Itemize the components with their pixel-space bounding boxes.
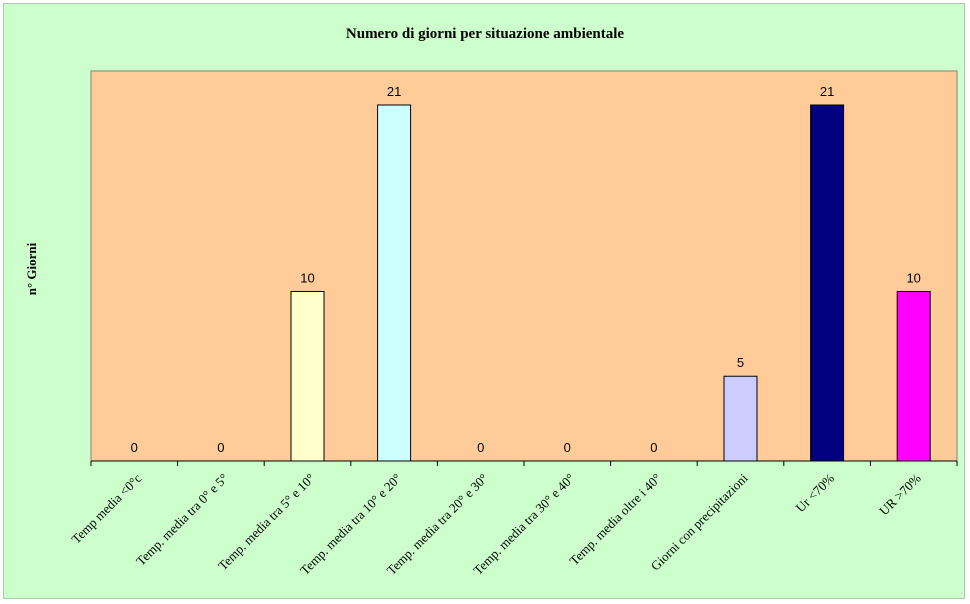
data-label: 0 <box>477 440 484 455</box>
bars-group <box>290 104 931 462</box>
data-label: 10 <box>906 270 920 285</box>
x-ticks-group <box>90 461 958 466</box>
chart-area: Numero di giorni per situazione ambienta… <box>3 3 965 599</box>
data-label: 0 <box>564 440 571 455</box>
bar <box>377 104 412 462</box>
data-label: 21 <box>387 84 401 99</box>
bar <box>723 375 758 462</box>
bar <box>896 290 931 462</box>
x-tick-label: UR >70% <box>876 470 924 518</box>
chart-title: Numero di giorni per situazione ambienta… <box>346 26 625 42</box>
x-tick-label: Temp. media tra 5° e 10° <box>215 471 318 574</box>
data-label: 0 <box>650 440 657 455</box>
bar <box>810 104 845 462</box>
bar <box>290 290 325 462</box>
x-tick-label: Temp. media tra 30° e 40° <box>470 471 577 578</box>
data-label: 5 <box>737 355 744 370</box>
x-tick-label: Ur <70% <box>793 470 838 515</box>
bar-chart: Numero di giorni per situazione ambienta… <box>24 26 958 578</box>
data-label: 0 <box>217 440 224 455</box>
x-tick-label: Giorni con precipitazioni <box>648 470 751 573</box>
data-label: 10 <box>300 270 314 285</box>
x-tick-label: Temp. media tra 0° e 5° <box>133 471 231 569</box>
data-labels-group: 0 0 10 21 0 0 0 5 21 10 <box>131 84 921 455</box>
y-axis-label: n° Giorni <box>24 242 39 295</box>
data-label: 21 <box>820 84 834 99</box>
x-tick-label: Temp media <0°c <box>68 470 144 546</box>
x-tick-label: Temp. media oltre i 40° <box>566 471 664 569</box>
data-label: 0 <box>131 440 138 455</box>
